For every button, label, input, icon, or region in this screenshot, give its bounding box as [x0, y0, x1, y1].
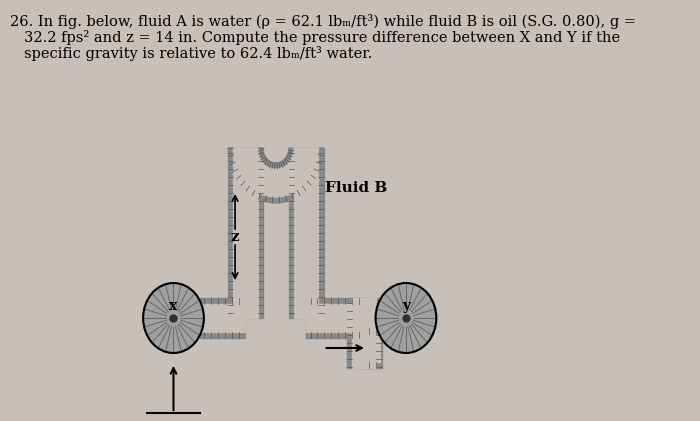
Bar — [233, 148, 258, 318]
Bar — [364, 334, 380, 362]
Circle shape — [143, 283, 204, 353]
Text: 32.2 fps² and z = 14 in. Compute the pressure difference between X and Y if the: 32.2 fps² and z = 14 in. Compute the pre… — [25, 30, 620, 45]
Bar — [347, 298, 382, 368]
Polygon shape — [233, 148, 318, 197]
Polygon shape — [228, 148, 323, 203]
Bar — [306, 304, 364, 332]
Bar — [199, 304, 246, 332]
Text: Fluid B: Fluid B — [326, 181, 388, 195]
Circle shape — [376, 283, 436, 353]
Bar — [289, 148, 323, 318]
Text: y: y — [402, 299, 410, 313]
Bar — [352, 298, 377, 368]
Bar — [228, 148, 262, 318]
Bar — [364, 328, 380, 368]
Bar — [199, 298, 246, 338]
Text: specific gravity is relative to 62.4 lbₘ/ft³ water.: specific gravity is relative to 62.4 lbₘ… — [25, 46, 372, 61]
Bar — [306, 298, 364, 338]
Text: z: z — [231, 230, 239, 244]
Text: 26. In fig. below, fluid A is water (ρ = 62.1 lbₘ/ft³) while fluid B is oil (S.G: 26. In fig. below, fluid A is water (ρ =… — [10, 14, 636, 29]
Bar — [294, 148, 318, 318]
Text: x: x — [169, 299, 178, 313]
